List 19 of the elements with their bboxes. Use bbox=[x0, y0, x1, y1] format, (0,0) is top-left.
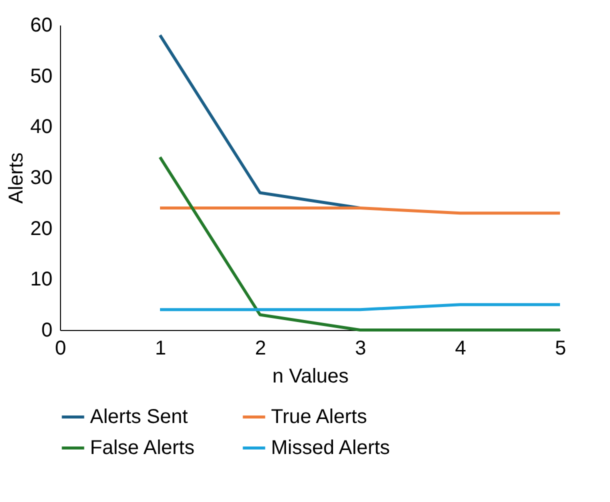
legend-label: True Alerts bbox=[271, 406, 367, 428]
y-tick-label: 50 bbox=[30, 65, 52, 88]
x-tick-label: 3 bbox=[354, 338, 366, 360]
x-tick-label: 5 bbox=[554, 338, 566, 360]
legend-label: Missed Alerts bbox=[271, 437, 390, 459]
x-tick-label: 1 bbox=[154, 338, 166, 360]
x-tick-label: 2 bbox=[254, 338, 266, 360]
y-tick-label: 60 bbox=[30, 14, 52, 36]
x-axis-title: n Values bbox=[272, 366, 349, 388]
y-tick-label: 0 bbox=[41, 320, 52, 342]
y-tick-label: 20 bbox=[30, 218, 52, 240]
x-tick-label: 0 bbox=[54, 338, 66, 360]
x-tick-label: 4 bbox=[454, 338, 466, 360]
y-tick-label: 40 bbox=[30, 116, 52, 138]
legend-label: False Alerts bbox=[90, 437, 194, 459]
y-axis-title: Alerts bbox=[5, 152, 28, 204]
y-tick-label: 10 bbox=[30, 268, 52, 291]
y-tick-label: 30 bbox=[30, 167, 52, 189]
legend-label: Alerts Sent bbox=[90, 406, 188, 428]
